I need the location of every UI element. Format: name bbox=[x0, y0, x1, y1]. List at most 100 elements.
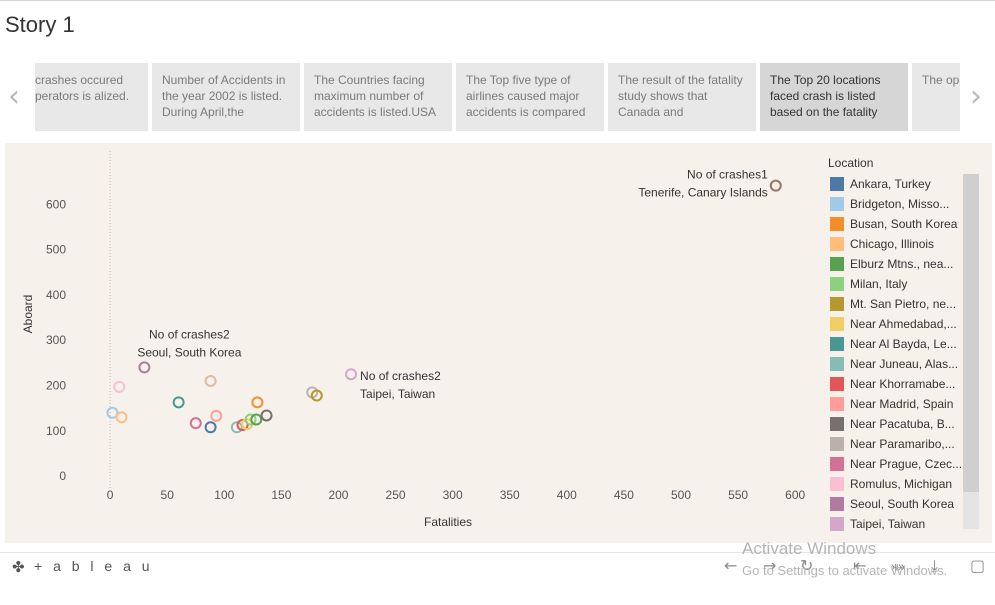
data-point[interactable] bbox=[260, 409, 273, 422]
visualization-area: 0 50 100 150 200 250 300 350 400 450 500 550 600 0 100… bbox=[5, 143, 992, 543]
revert-icon[interactable]: ↻ bbox=[800, 556, 814, 575]
legend-label: Near Prague, Czec... bbox=[850, 457, 963, 471]
tableau-logo-text: + a b l e a u bbox=[34, 558, 154, 574]
legend-swatch bbox=[830, 417, 844, 431]
download-icon[interactable]: ⤓ bbox=[931, 556, 939, 575]
legend-item[interactable]: Near Prague, Czec... bbox=[825, 454, 965, 474]
story-point-3[interactable]: The Countries facing maximum number of a… bbox=[304, 63, 452, 131]
y-tick-label: 300 bbox=[46, 333, 66, 347]
legend-swatch bbox=[830, 297, 844, 311]
legend-item[interactable]: Near Paramaribo,... bbox=[825, 434, 965, 454]
legend-item[interactable]: Near Al Bayda, Le... bbox=[825, 334, 965, 354]
legend-swatch bbox=[830, 397, 844, 411]
x-tick-label: 500 bbox=[671, 488, 691, 502]
legend-item[interactable]: Mt. San Pietro, ne... bbox=[825, 294, 965, 314]
story-point-7[interactable]: The op faced v numbe bbox=[912, 63, 960, 131]
x-tick-label: 550 bbox=[728, 488, 748, 502]
watermark-subtitle: Go to Settings to activate Windows. bbox=[742, 563, 948, 578]
chevron-right-icon[interactable]: › bbox=[970, 79, 982, 114]
x-axis-title: Fatalities bbox=[424, 515, 472, 529]
y-tick-label: 200 bbox=[46, 379, 66, 393]
legend-swatch bbox=[830, 437, 844, 451]
story-point-2[interactable]: Number of Accidents in the year 2002 is … bbox=[152, 63, 300, 131]
story-point-4[interactable]: The Top five type of airlines caused maj… bbox=[456, 63, 604, 131]
legend-swatch bbox=[830, 377, 844, 391]
x-tick-label: 0 bbox=[107, 488, 114, 502]
story-point-5[interactable]: The result of the fatality study shows t… bbox=[608, 63, 756, 131]
data-point[interactable] bbox=[244, 413, 257, 426]
scatter-chart: 0 50 100 150 200 250 300 350 400 450 500 550 600 0 100… bbox=[21, 151, 805, 529]
legend-title: Location bbox=[828, 156, 874, 170]
legend-swatch bbox=[830, 337, 844, 351]
data-point[interactable] bbox=[204, 421, 217, 434]
data-point[interactable] bbox=[106, 406, 119, 419]
legend-label: Near Khorramabe... bbox=[850, 377, 956, 391]
legend-label: Mt. San Pietro, ne... bbox=[850, 297, 957, 311]
legend-swatch bbox=[830, 237, 844, 251]
redo-icon[interactable]: → bbox=[763, 556, 777, 575]
data-point[interactable] bbox=[210, 409, 223, 422]
x-tick-label: 600 bbox=[785, 488, 805, 502]
y-tick-label: 600 bbox=[46, 197, 66, 211]
tableau-toolbar: ✤ + a b l e a u ← → ↻ ⇤ ⤘ ⤓ ▢ bbox=[0, 552, 995, 579]
story-point-1[interactable]: crashes occured perators is alized. bbox=[35, 63, 148, 131]
data-point[interactable] bbox=[251, 396, 264, 409]
data-point[interactable] bbox=[230, 421, 243, 434]
y-axis-title: Aboard bbox=[21, 295, 35, 334]
legend-item[interactable]: Romulus, Michigan bbox=[825, 474, 965, 494]
share-icon[interactable]: ⤘ bbox=[891, 556, 906, 575]
story-point-6[interactable]: The Top 20 locations faced crash is list… bbox=[760, 63, 908, 131]
data-point[interactable] bbox=[310, 389, 323, 402]
data-point[interactable] bbox=[236, 418, 249, 431]
legend-label: Near Ahmedabad,... bbox=[850, 317, 957, 331]
legend-item[interactable]: Near Madrid, Spain bbox=[825, 394, 965, 414]
legend-swatch bbox=[830, 257, 844, 271]
legend-item[interactable]: Chicago, Illinois bbox=[825, 234, 965, 254]
legend-label: Near Al Bayda, Le... bbox=[850, 337, 957, 351]
legend-scrollbar-thumb[interactable] bbox=[963, 174, 979, 492]
legend-item[interactable]: Milan, Italy bbox=[825, 274, 965, 294]
legend-item[interactable]: Taipei, Taiwan bbox=[825, 514, 965, 533]
legend-item[interactable]: Busan, South Korea bbox=[825, 214, 965, 234]
legend-swatch bbox=[830, 497, 844, 511]
data-point[interactable] bbox=[204, 375, 217, 388]
story-title: Story 1 bbox=[5, 12, 75, 37]
data-point[interactable] bbox=[189, 417, 202, 430]
revert-all-icon[interactable]: ⇤ bbox=[853, 556, 867, 575]
data-point[interactable] bbox=[115, 411, 128, 424]
point-annotation-location: Taipei, Taiwan bbox=[360, 387, 435, 401]
legend-item[interactable]: Near Juneau, Alas... bbox=[825, 354, 965, 374]
undo-icon[interactable]: ← bbox=[724, 556, 738, 575]
legend-item[interactable]: Near Ahmedabad,... bbox=[825, 314, 965, 334]
legend-label: Ankara, Turkey bbox=[850, 177, 931, 191]
legend-item[interactable]: Near Pacatuba, B... bbox=[825, 414, 965, 434]
story-navigator: crashes occured perators is alized. Numbe… bbox=[35, 63, 960, 131]
fullscreen-icon[interactable]: ▢ bbox=[970, 556, 986, 575]
data-point[interactable] bbox=[113, 380, 126, 393]
legend-item[interactable]: Seoul, South Korea bbox=[825, 494, 965, 514]
data-point[interactable] bbox=[769, 179, 782, 192]
legend-label: Busan, South Korea bbox=[850, 217, 958, 231]
watermark-title: Activate Windows bbox=[742, 539, 877, 558]
data-point[interactable] bbox=[172, 396, 185, 409]
chevron-left-icon[interactable]: ‹ bbox=[8, 79, 20, 114]
point-annotation-location: Seoul, South Korea bbox=[137, 345, 241, 359]
data-point[interactable] bbox=[345, 368, 358, 381]
legend-item[interactable]: Near Khorramabe... bbox=[825, 374, 965, 394]
legend-label: Romulus, Michigan bbox=[850, 477, 953, 491]
top-divider bbox=[0, 0, 995, 1]
legend-label: Milan, Italy bbox=[850, 277, 908, 291]
y-tick-label: 100 bbox=[46, 424, 66, 438]
legend-item[interactable]: Elburz Mtns., nea... bbox=[825, 254, 965, 274]
point-annotation-title: No of crashes2 bbox=[149, 327, 230, 341]
x-tick-label: 350 bbox=[500, 488, 520, 502]
legend-item[interactable]: Bridgeton, Misso... bbox=[825, 194, 965, 214]
x-tick-label: 250 bbox=[386, 488, 406, 502]
data-point[interactable] bbox=[250, 413, 263, 426]
x-tick-label: 200 bbox=[328, 488, 348, 502]
point-annotation-location: Tenerife, Canary Islands bbox=[638, 186, 767, 200]
data-point[interactable] bbox=[138, 361, 151, 374]
legend-item[interactable]: Ankara, Turkey bbox=[825, 174, 965, 194]
legend-label: Seoul, South Korea bbox=[850, 497, 955, 511]
legend-label: Taipei, Taiwan bbox=[850, 517, 926, 531]
